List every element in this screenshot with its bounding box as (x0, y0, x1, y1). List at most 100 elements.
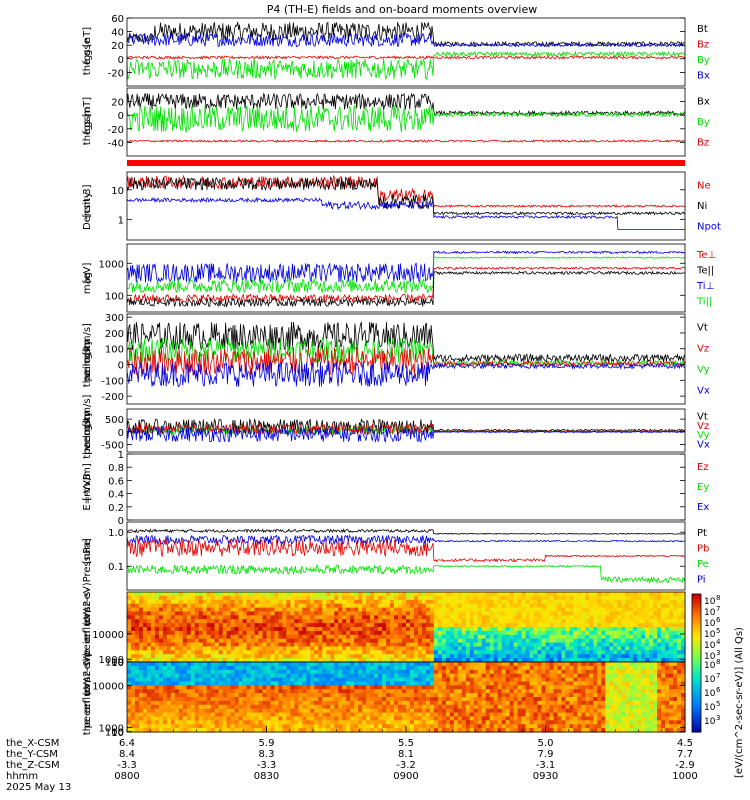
heatmap-cell (525, 658, 531, 663)
heatmap-cell (581, 611, 586, 616)
heatmap-cell (493, 728, 499, 733)
heatmap-cell (529, 689, 535, 694)
heatmap-cell (549, 728, 555, 733)
heatmap-cell (493, 658, 499, 663)
heatmap-cell (131, 595, 136, 601)
heatmap-cell (457, 669, 463, 675)
heatmap-cell (374, 646, 379, 651)
heatmap-cell (262, 677, 268, 683)
legend-entry: Ni (697, 201, 707, 212)
heatmap-cell (338, 638, 343, 644)
heatmap-cell (410, 592, 415, 597)
heatmap-cell (274, 592, 280, 597)
heatmap-cell (418, 716, 423, 721)
y-tick-label: 20 (111, 98, 124, 109)
heatmap-cell (342, 650, 347, 655)
heatmap-cell (473, 708, 479, 714)
heatmap-cell (398, 654, 403, 659)
legend-entry: Bx (697, 70, 710, 81)
heatmap-cell (501, 681, 507, 686)
heatmap-cell (617, 673, 622, 679)
heatmap-cell (557, 646, 563, 651)
heatmap-cell (473, 658, 479, 663)
heatmap-cell (306, 595, 311, 601)
heatmap-cell (418, 623, 423, 628)
heatmap-cell (573, 689, 578, 694)
heatmap-cell (374, 685, 379, 690)
heatmap-cell (346, 704, 351, 710)
heatmap-cell (441, 669, 447, 675)
heatmap-cell (290, 693, 295, 698)
heatmap-cell (378, 615, 383, 620)
heatmap-cell (210, 611, 216, 616)
heatmap-cell (509, 677, 515, 683)
heatmap-cell (390, 693, 395, 698)
heatmap-cell (517, 619, 523, 624)
heatmap-cell (529, 627, 535, 632)
heatmap-cell (194, 677, 200, 683)
heatmap-cell (453, 720, 459, 725)
heatmap-cell (294, 634, 299, 640)
heatmap-cell (425, 724, 431, 729)
heatmap-cell (593, 677, 598, 683)
heatmap-cell (254, 658, 260, 663)
heatmap-cell (406, 623, 411, 628)
heatmap-cell (262, 599, 268, 605)
heatmap-cell (326, 599, 331, 605)
heatmap-cell (414, 630, 419, 636)
heatmap-cell (545, 619, 551, 624)
heatmap-cell (425, 619, 431, 624)
heatmap-cell (425, 599, 431, 605)
heatmap-cell (330, 634, 335, 640)
heatmap-cell (342, 654, 347, 659)
heatmap-cell (577, 658, 582, 663)
heatmap-cell (441, 697, 447, 702)
heatmap-cell (410, 700, 415, 706)
heatmap-cell (142, 627, 148, 632)
heatmap-cell (421, 638, 427, 644)
heatmap-cell (150, 712, 156, 718)
heatmap-cell (581, 638, 586, 644)
heatmap-cell (414, 611, 419, 616)
heatmap-cell (433, 665, 439, 671)
series-temp-Te|| (126, 270, 686, 309)
heatmap-cell (294, 677, 299, 683)
heatmap-cell (605, 595, 610, 601)
heatmap-cell (677, 650, 682, 655)
heatmap-cell (561, 615, 566, 620)
heatmap-cell (398, 681, 403, 686)
heatmap-cell (214, 650, 220, 655)
heatmap-cell (549, 630, 555, 636)
heatmap-cell (390, 728, 395, 733)
heatmap-cell (605, 642, 610, 648)
heatmap-cell (274, 603, 280, 609)
heatmap-cell (318, 673, 323, 679)
heatmap-cell (202, 603, 208, 609)
heatmap-cell (338, 677, 343, 683)
heatmap-cell (202, 693, 208, 698)
y-tick-label: 0 (118, 428, 124, 439)
heatmap-cell (154, 728, 160, 733)
heatmap-cell (585, 603, 590, 609)
heatmap-cell (557, 716, 563, 721)
heatmap-cell (131, 677, 136, 683)
heatmap-cell (445, 650, 451, 655)
heatmap-cell (190, 654, 196, 659)
heatmap-cell (250, 623, 256, 628)
heatmap-cell (366, 677, 371, 683)
heatmap-cell (429, 623, 435, 628)
heatmap-cell (135, 681, 140, 686)
heatmap-cell (477, 627, 483, 632)
heatmap-cell (334, 712, 339, 718)
heatmap-cell (190, 646, 196, 651)
heatmap-cell (226, 611, 232, 616)
heatmap-cell (135, 712, 140, 718)
heatmap-cell (505, 595, 511, 601)
heatmap-cell (302, 623, 307, 628)
heatmap-cell (421, 592, 427, 597)
y-axis-label-line: sr-eV) (82, 582, 93, 611)
heatmap-cell (310, 673, 315, 679)
heatmap-cell (282, 634, 287, 640)
heatmap-cell (613, 704, 618, 710)
